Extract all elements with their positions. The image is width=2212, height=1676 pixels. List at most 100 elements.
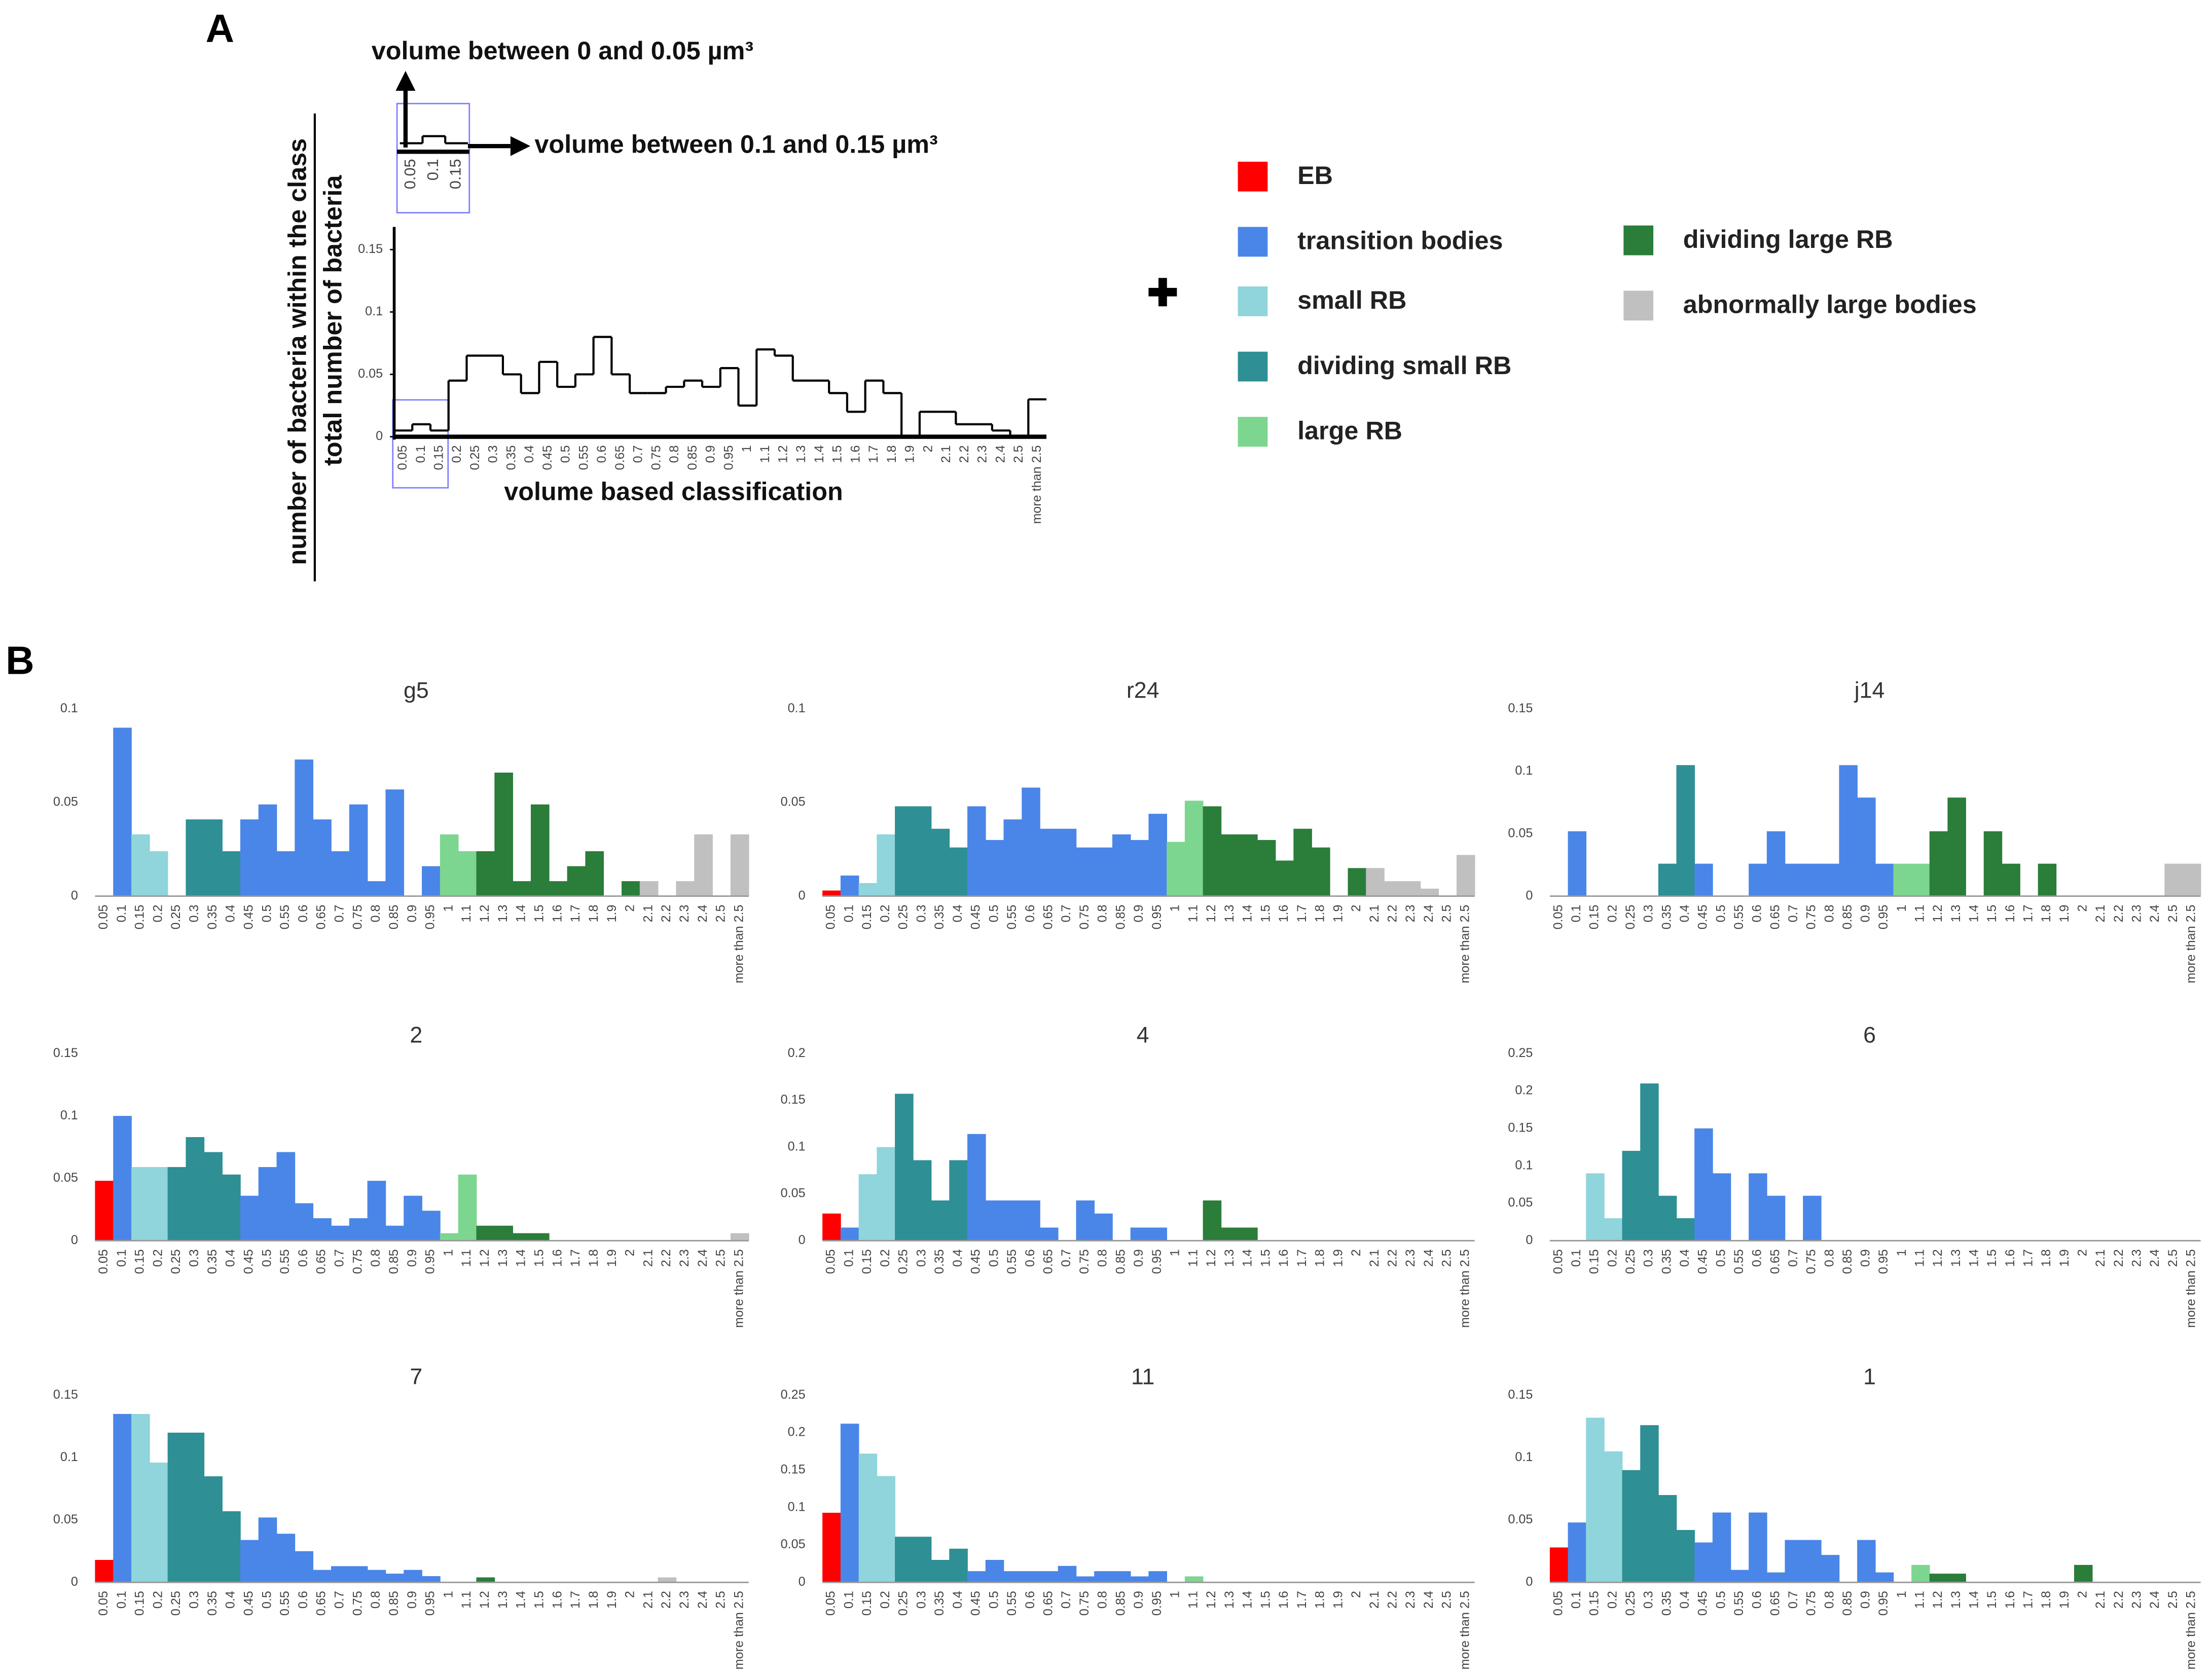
bar xyxy=(1586,1173,1605,1241)
x-tick-label: 1.4 xyxy=(514,1591,528,1609)
chart-title: 2 xyxy=(410,1022,422,1047)
x-tick-label: 1.3 xyxy=(496,904,510,922)
x-tick-label: 1.9 xyxy=(1331,1249,1345,1267)
bar xyxy=(276,1534,296,1583)
y-tick-label: 0.05 xyxy=(781,1537,806,1551)
bar xyxy=(204,1476,223,1583)
y-tick-label: 0.15 xyxy=(781,1462,806,1476)
x-tick-label: 0.45 xyxy=(1696,1249,1710,1274)
bar xyxy=(967,1134,986,1241)
x-tick-label: 1.4 xyxy=(514,1249,528,1267)
bar xyxy=(1293,828,1312,896)
x-tick-label: 2.4 xyxy=(696,1591,710,1609)
x-tick-label: 1.5 xyxy=(1985,904,1999,922)
legend-label: EB xyxy=(1297,161,1333,190)
x-tick-label: 0.7 xyxy=(1059,1249,1073,1267)
x-tick-label: 0.7 xyxy=(333,1591,347,1609)
y-tick-label: 0.15 xyxy=(53,1388,78,1402)
bar xyxy=(222,851,241,896)
bar xyxy=(258,1167,277,1241)
chart-title: 4 xyxy=(1137,1022,1149,1047)
x-tick-label: 0.15 xyxy=(133,1591,147,1616)
x-tick-label: 2.5 xyxy=(714,1249,728,1267)
y-tick-label: 0.05 xyxy=(358,367,383,381)
bar xyxy=(204,819,223,896)
bar xyxy=(1803,863,1822,896)
y-tick-label: 0.1 xyxy=(60,1108,78,1122)
x-tick-label: 0.1 xyxy=(115,904,129,922)
bar xyxy=(1221,1227,1240,1241)
bar xyxy=(1420,888,1439,896)
bar xyxy=(476,851,495,896)
bar xyxy=(367,1570,386,1583)
bar xyxy=(931,1200,950,1241)
bar xyxy=(1766,1195,1786,1241)
y-tick-label: 0.05 xyxy=(53,795,78,809)
y-tick-label: 0.1 xyxy=(1515,763,1533,778)
bar xyxy=(895,806,914,896)
bar xyxy=(1911,863,1930,896)
chart-title: r24 xyxy=(1127,678,1159,703)
bar xyxy=(1203,1200,1222,1241)
x-tick-label: 2.2 xyxy=(659,1249,673,1267)
bar xyxy=(95,1560,114,1583)
x-tick-label: 0.8 xyxy=(1822,1591,1836,1609)
bar xyxy=(422,866,441,896)
x-tick-label: 0.25 xyxy=(1623,1249,1638,1274)
bar xyxy=(1785,863,1803,896)
x-tick-label: 2.2 xyxy=(957,445,971,463)
bar xyxy=(513,881,531,896)
bar xyxy=(1676,1529,1695,1583)
y-tick-label: 0.15 xyxy=(781,1092,806,1107)
bar xyxy=(1622,1470,1641,1583)
x-tick-label: 1 xyxy=(1168,1249,1182,1256)
x-tick-label: 1.1 xyxy=(1913,1591,1927,1609)
legend-swatch xyxy=(1238,227,1268,257)
x-tick-label: 0.2 xyxy=(878,904,892,922)
x-tick-label: 0.05 xyxy=(824,904,838,929)
x-tick-label: 0.2 xyxy=(450,445,464,463)
x-tick-label: 0.25 xyxy=(896,1249,911,1274)
x-tick-label: 0.3 xyxy=(486,445,500,463)
bar xyxy=(1039,1227,1059,1241)
x-tick-label: 1.9 xyxy=(1331,1591,1345,1609)
x-tick-label: 0.95 xyxy=(1150,1591,1164,1616)
x-tick-label: 0.25 xyxy=(169,1249,183,1274)
x-tick-label: 0.65 xyxy=(314,1249,329,1274)
bar xyxy=(1022,1200,1040,1241)
bar xyxy=(1821,863,1840,896)
bar xyxy=(840,1424,859,1583)
x-tick-label: 1.7 xyxy=(568,1591,583,1609)
x-tick-label: 0.85 xyxy=(387,1591,401,1616)
x-tick-label: 2.4 xyxy=(2148,904,2162,922)
x-tick-label: 1.6 xyxy=(2003,904,2017,922)
x-tick-label: 0.15 xyxy=(860,1591,874,1616)
x-tick-label: 1.4 xyxy=(1967,1249,1981,1267)
bar xyxy=(1148,1571,1167,1583)
x-tick-label: 0.85 xyxy=(1840,1591,1855,1616)
bar xyxy=(349,1566,368,1583)
x-tick-label: 0.25 xyxy=(896,1591,911,1616)
bar xyxy=(1712,1512,1731,1583)
bar xyxy=(877,1147,895,1241)
x-tick-label: 0.95 xyxy=(1876,1591,1891,1616)
bar xyxy=(313,819,332,896)
bar xyxy=(476,1225,495,1241)
x-tick-label: 0.6 xyxy=(595,445,609,463)
bar xyxy=(1766,1572,1786,1583)
y-tick-label: 0.1 xyxy=(60,1450,78,1464)
x-tick-label: 1.5 xyxy=(532,904,546,922)
bar xyxy=(1003,1200,1023,1241)
x-tick-label: 0.3 xyxy=(1642,1249,1656,1267)
x-tick-label: 0.1 xyxy=(115,1591,129,1609)
x-tick-label: 0.3 xyxy=(914,904,928,922)
x-tick-label: 0.6 xyxy=(1750,1591,1764,1609)
x-tick-label: 2.3 xyxy=(2129,904,2144,922)
bar xyxy=(1076,1576,1095,1583)
x-tick-label: 2.2 xyxy=(1386,1249,1400,1267)
bar xyxy=(1112,1571,1131,1583)
bar xyxy=(530,804,550,896)
x-tick-label: 0.5 xyxy=(987,904,1001,922)
y-tick-label: 0.05 xyxy=(53,1171,78,1185)
